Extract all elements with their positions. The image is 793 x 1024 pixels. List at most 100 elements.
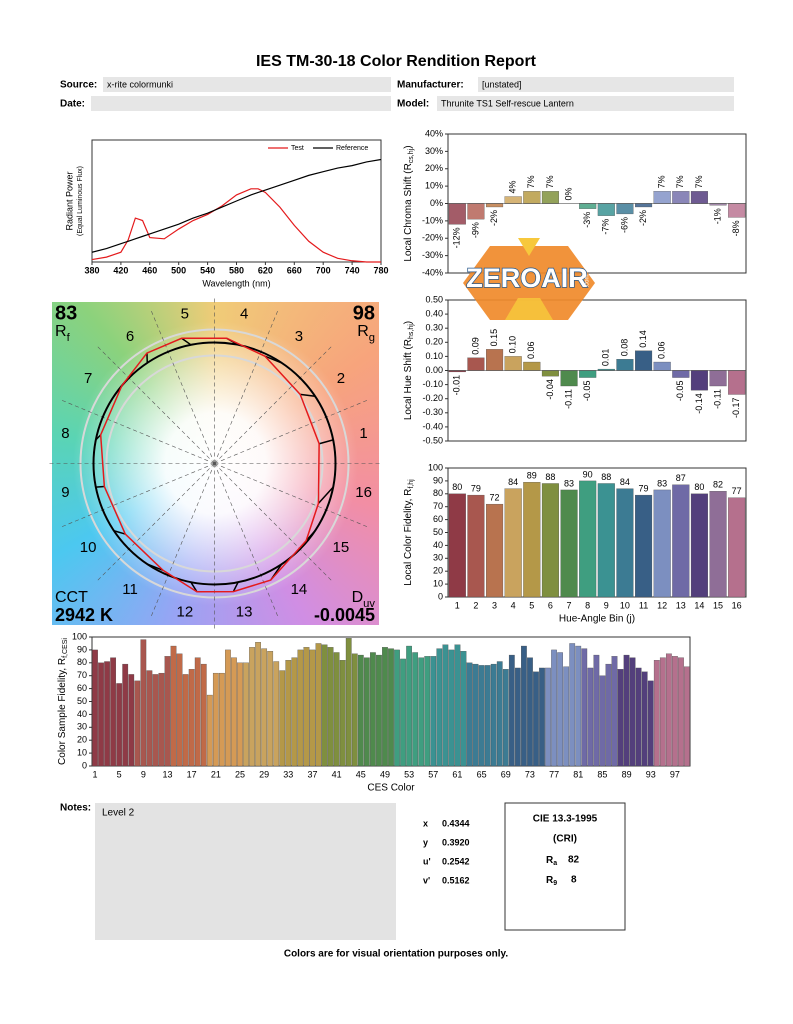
y-tick-label: 100 <box>72 631 87 641</box>
bar <box>194 657 201 767</box>
bar <box>599 675 606 767</box>
chromaticity-label: u' <box>423 856 431 866</box>
y-tick-label: 0.50 <box>425 294 443 304</box>
field-value: Thrunite TS1 Self-rescue Lantern <box>441 98 574 108</box>
y-tick-label: 0.40 <box>425 308 443 318</box>
x-tick-label: 500 <box>171 265 186 275</box>
y-tick-label: 20 <box>433 566 443 576</box>
y-tick-label: 90 <box>77 644 87 654</box>
bar <box>478 665 485 767</box>
bar <box>527 657 533 767</box>
bar <box>418 657 425 767</box>
bar <box>249 647 255 767</box>
x-tick-label: 740 <box>345 265 360 275</box>
bin-label: 12 <box>177 604 194 621</box>
bin-label: 5 <box>181 305 189 322</box>
bar <box>436 648 443 767</box>
bin-label: 10 <box>80 539 97 556</box>
bar <box>484 665 491 767</box>
bar <box>678 657 684 767</box>
field-label: Model: <box>397 99 429 110</box>
value-label: -0.05 <box>582 381 592 402</box>
text-part: ) <box>403 145 414 148</box>
x-tick-label: 9 <box>604 600 609 610</box>
bar <box>467 203 485 220</box>
bar <box>605 663 612 767</box>
value-label: 79 <box>471 483 481 493</box>
bar <box>206 694 213 767</box>
x-tick-label: 29 <box>259 769 269 779</box>
bin-label: 15 <box>333 539 350 556</box>
value-label: 0.01 <box>601 349 611 367</box>
x-tick-label: 53 <box>404 769 414 779</box>
value-label: -0.14 <box>694 393 704 414</box>
bar <box>273 661 280 767</box>
bar <box>653 660 660 767</box>
y-tick-label: 100 <box>428 462 443 472</box>
y-tick-label: -0.20 <box>422 393 443 403</box>
y-tick-label: -40% <box>422 267 443 277</box>
subscript: f <box>67 332 71 344</box>
value-label: -12% <box>452 227 462 248</box>
subscript: cs,hj <box>408 148 415 163</box>
y-tick-label: -20% <box>422 233 443 243</box>
bar <box>502 669 509 767</box>
bar <box>635 667 642 767</box>
value-label: 79 <box>639 483 649 493</box>
bar <box>134 680 141 767</box>
x-tick-label: 45 <box>356 769 366 779</box>
field-box <box>91 96 391 111</box>
value-label: -9% <box>470 222 480 238</box>
x-tick-label: 15 <box>713 600 723 610</box>
bin-label: 9 <box>61 484 69 501</box>
shift-arrow <box>95 485 105 488</box>
bar <box>521 645 527 767</box>
bar <box>486 203 504 208</box>
bar <box>629 657 636 767</box>
y-tick-label: 0 <box>82 760 87 770</box>
field-label: Manufacturer: <box>397 80 464 91</box>
value-label: -1% <box>712 208 722 224</box>
shift-arrow <box>190 581 198 593</box>
bar <box>170 645 177 767</box>
center-mark <box>213 462 216 465</box>
bar <box>641 671 648 767</box>
value-label: -0.01 <box>452 375 462 396</box>
bar <box>597 203 615 216</box>
x-tick-label: 93 <box>646 769 656 779</box>
field-box <box>437 96 734 111</box>
bar <box>279 670 286 767</box>
value-label: -7% <box>601 219 611 235</box>
y-tick-label: 40 <box>77 709 87 719</box>
bar <box>635 350 653 371</box>
report-title: IES TM-30-18 Color Rendition Report <box>256 53 537 70</box>
bar <box>523 482 541 598</box>
x-tick-label: 73 <box>525 769 535 779</box>
bar <box>486 349 504 371</box>
field-box <box>103 77 391 92</box>
x-tick-label: 7 <box>567 600 572 610</box>
rf-value: 83 <box>55 302 77 324</box>
value-label: -0.05 <box>675 381 685 402</box>
bar <box>514 667 521 767</box>
x-tick-label: 65 <box>477 769 487 779</box>
field-value: x-rite colormunki <box>107 79 173 89</box>
value-label: 88 <box>545 472 555 482</box>
y-tick-label: 30 <box>433 553 443 563</box>
chromaticity-value: 0.4344 <box>442 818 470 828</box>
bar <box>297 649 304 767</box>
bar <box>394 649 400 767</box>
y-axis-label: Color Sample Fidelity, Rf,CESi <box>57 638 70 765</box>
x-tick-label: 9 <box>141 769 146 779</box>
bar <box>321 644 328 767</box>
test-polygon <box>99 337 320 593</box>
bar <box>345 638 352 767</box>
y-tick-label: 0% <box>430 198 443 208</box>
bar <box>400 658 406 767</box>
x-tick-label: 61 <box>452 769 462 779</box>
value-label: -3% <box>582 212 592 228</box>
chromaticity-label: x <box>423 818 428 828</box>
x-tick-label: 17 <box>187 769 197 779</box>
bar <box>690 191 708 204</box>
y-tick-label: 80 <box>77 657 87 667</box>
